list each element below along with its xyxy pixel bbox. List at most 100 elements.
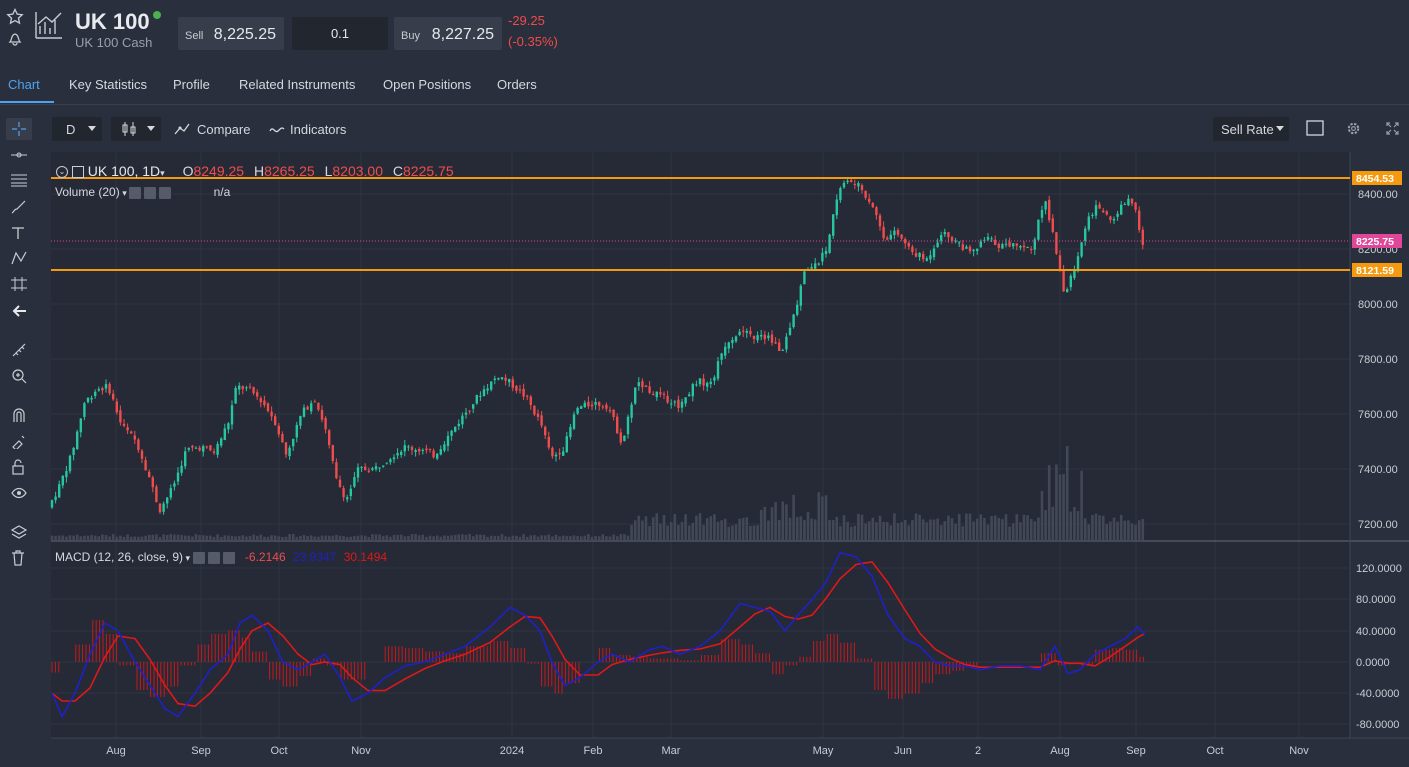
candle-body (284, 442, 288, 455)
candle-body (536, 413, 540, 417)
prediction-icon[interactable] (11, 277, 27, 291)
candle-body (248, 386, 252, 388)
price-axis-label: 8000.00 (1358, 299, 1398, 311)
candle-body (997, 243, 1000, 248)
visibility-icon[interactable] (192, 551, 205, 564)
candle-body (871, 202, 874, 208)
zoom-in-icon[interactable] (11, 368, 27, 384)
volume-bar (266, 536, 270, 541)
volume-bar (331, 535, 335, 541)
volume-bar (655, 513, 659, 541)
screenshot-icon[interactable] (1306, 120, 1324, 136)
quantity-input[interactable]: 0.1 (292, 17, 388, 50)
sell-price: 8,225.25 (213, 26, 276, 43)
volume-bar (345, 536, 349, 541)
ruler-icon[interactable] (11, 342, 27, 358)
tab-open-positions[interactable]: Open Positions (383, 77, 472, 92)
volume-label[interactable]: Volume (20) (55, 185, 120, 199)
crosshair-tool[interactable] (6, 118, 32, 140)
indicators-icon[interactable] (269, 124, 285, 134)
candle-body (529, 396, 532, 406)
magnet-icon[interactable] (11, 407, 27, 423)
layers-icon[interactable] (11, 524, 27, 540)
lock-drawing-icon[interactable] (11, 433, 27, 449)
candle-body (734, 336, 738, 342)
volume-bar (61, 535, 65, 541)
candle-body (158, 503, 162, 513)
settings-gear-icon[interactable] (1346, 121, 1361, 136)
buy-button[interactable]: Buy 8,227.25 (394, 17, 502, 50)
candle-body (1062, 269, 1065, 292)
settings-icon[interactable] (207, 551, 220, 564)
volume-bar (911, 520, 914, 541)
favorite-star-icon[interactable] (6, 8, 24, 26)
series-symbol[interactable]: UK 100, 1D (87, 163, 161, 179)
compare-icon[interactable] (174, 122, 190, 136)
candle-body (558, 452, 561, 455)
candle-body (90, 397, 93, 400)
volume-bar (1011, 523, 1015, 541)
brush-icon[interactable] (11, 200, 27, 214)
tab-orders[interactable]: Orders (497, 77, 537, 92)
remove-icon[interactable] (159, 186, 172, 199)
volume-bar (525, 536, 529, 541)
candle-body (688, 394, 691, 397)
candle-body (274, 416, 277, 425)
time-axis-label: Mar (662, 745, 681, 757)
sell-button[interactable]: Sell 8,225.25 (178, 17, 284, 50)
tab-chart[interactable]: Chart (8, 77, 40, 92)
collapse-icon[interactable]: ⌄ (56, 166, 68, 179)
volume-bar (1091, 515, 1094, 541)
hide-series-icon[interactable] (71, 166, 84, 179)
volume-bar (565, 536, 569, 541)
volume-bar (187, 535, 191, 541)
visibility-icon[interactable] (129, 186, 142, 199)
remove-icon[interactable] (222, 551, 235, 564)
settings-icon[interactable] (144, 186, 157, 199)
indicators-button[interactable]: Indicators (290, 122, 347, 137)
fullscreen-icon[interactable] (1386, 122, 1399, 135)
lower-level-tag: 8121.59 (1356, 265, 1394, 277)
time-axis-label: Nov (351, 745, 371, 757)
tab-profile[interactable]: Profile (173, 77, 210, 92)
candle-body (475, 395, 478, 404)
interval-select[interactable]: D (52, 117, 102, 141)
volume-bar (986, 524, 990, 541)
candle-body (173, 483, 176, 487)
volume-bar (615, 536, 619, 541)
arrow-left-icon[interactable] (11, 304, 27, 318)
candle-body (763, 334, 766, 340)
volume-bar (828, 520, 831, 541)
drawing-tools-sidebar (0, 105, 38, 767)
volume-bar (709, 516, 713, 541)
text-icon[interactable] (11, 226, 25, 240)
compare-button[interactable]: Compare (197, 122, 251, 137)
pattern-icon[interactable] (11, 251, 27, 265)
tab-related-instruments[interactable]: Related Instruments (239, 77, 356, 92)
volume-bar (777, 519, 781, 541)
macd-label[interactable]: MACD (12, 26, close, 9) (55, 550, 184, 564)
eye-icon[interactable] (11, 487, 27, 499)
candle-body (364, 466, 367, 471)
candle-body (796, 304, 799, 315)
lock-icon[interactable] (11, 459, 25, 475)
candle-body (648, 386, 651, 393)
volume-bar (551, 536, 554, 541)
chart-type-select[interactable] (111, 117, 161, 141)
volume-bar (716, 521, 720, 541)
trend-line-icon[interactable] (11, 149, 27, 161)
volume-bar (83, 535, 86, 541)
volume-bar (511, 535, 515, 541)
rate-select[interactable]: Sell Rate (1213, 117, 1289, 141)
volume-bar (72, 535, 75, 541)
macd-axis-label: 40.0000 (1356, 626, 1396, 638)
volume-bar (997, 518, 1001, 541)
trash-icon[interactable] (11, 550, 25, 566)
fibonacci-icon[interactable] (11, 173, 27, 187)
volume-bar (342, 536, 345, 541)
candle-body (605, 404, 608, 409)
volume-bar (407, 535, 410, 541)
candle-body (882, 226, 885, 239)
tab-key-statistics[interactable]: Key Statistics (69, 77, 148, 92)
alert-bell-icon[interactable] (6, 28, 24, 46)
